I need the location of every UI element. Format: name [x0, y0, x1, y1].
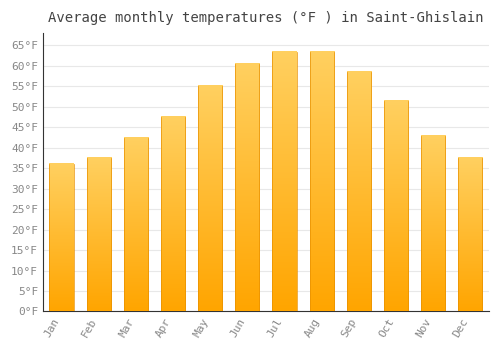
Title: Average monthly temperatures (°F ) in Saint-Ghislain: Average monthly temperatures (°F ) in Sa…	[48, 11, 484, 25]
